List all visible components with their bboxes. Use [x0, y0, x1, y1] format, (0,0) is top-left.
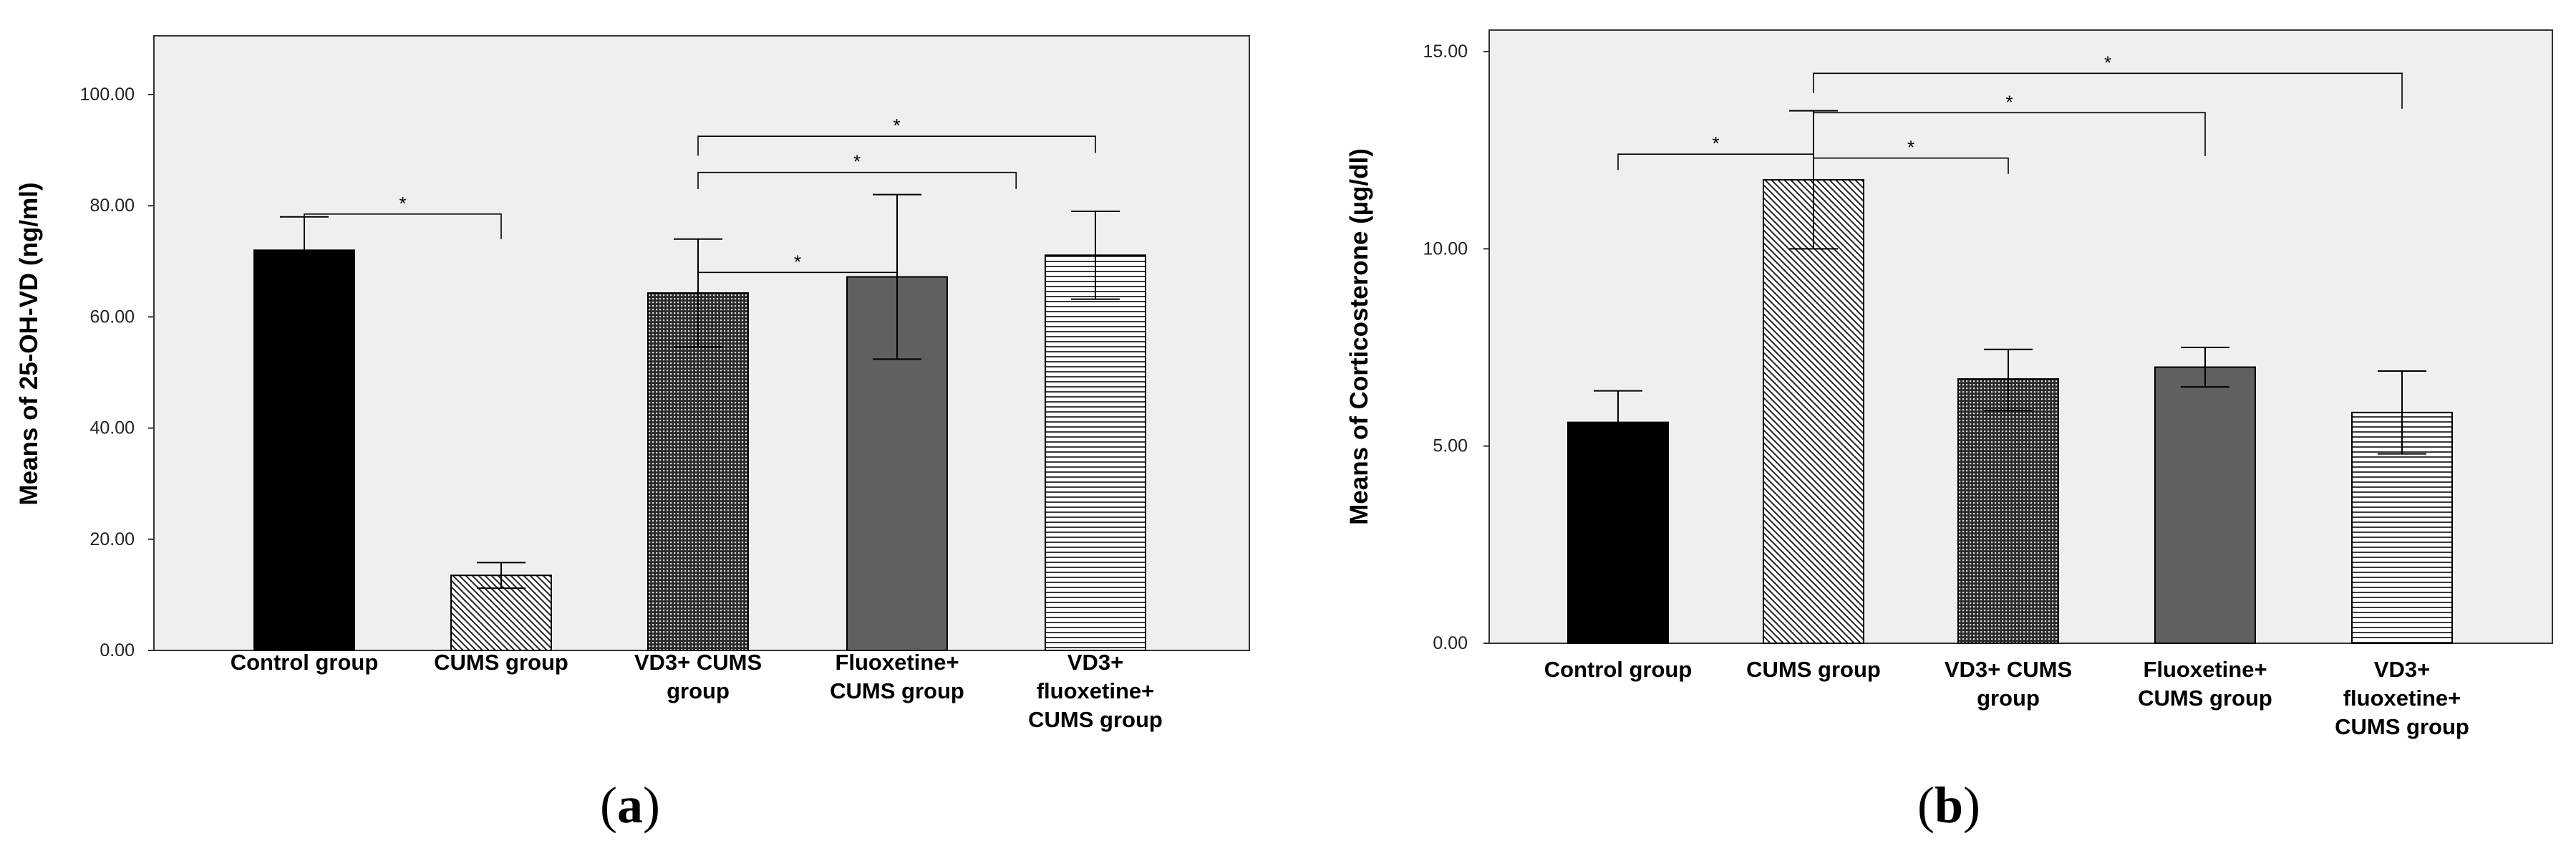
y-ticks-b: 0.00 5.00 10.00 15.00	[1423, 42, 1489, 653]
category-label-line: VD3+	[2374, 657, 2430, 682]
significance-bracket: *	[304, 193, 502, 239]
bar	[1957, 378, 2059, 644]
y-tick-label: 100.00	[80, 85, 135, 105]
significance-star: *	[399, 193, 406, 214]
y-tick-label: 60.00	[89, 307, 135, 327]
category-label-line: fluoxetine+	[1037, 678, 1155, 703]
error-bar	[1594, 390, 1642, 423]
panel-label-b: (b)	[1917, 777, 1980, 834]
y-tick-label: 10.00	[1423, 239, 1468, 259]
category-label: CUMS group	[434, 650, 568, 675]
error-bar	[477, 562, 526, 590]
category-label-line: CUMS group	[2335, 714, 2469, 739]
category-label-line: CUMS group	[434, 650, 568, 675]
error-bar	[1789, 110, 1838, 250]
chart-panel-a: 0.00 20.00 40.00 60.00 80.00 100.00 * * * * Cont…	[15, 35, 1250, 834]
panel-label-a: (a)	[600, 777, 660, 834]
error-bar	[2181, 347, 2229, 388]
category-label: VD3+ CUMS group	[634, 650, 762, 703]
category-label-line: CUMS group	[830, 678, 964, 703]
category-label: VD3+ CUMS group	[1945, 657, 2072, 711]
error-bar	[2378, 370, 2426, 455]
y-ticks-a: 0.00 20.00 40.00 60.00 80.00 100.00	[80, 85, 154, 660]
significance-bracket: *	[697, 115, 1096, 156]
y-axis-title-b: Means of Corticosterone (µg/dl)	[1345, 148, 1373, 525]
significance-bracket: *	[697, 251, 898, 298]
error-bar	[1071, 210, 1120, 300]
error-bar	[1984, 348, 2033, 412]
y-tick-label: 40.00	[89, 418, 135, 438]
y-tick-label: 80.00	[89, 196, 135, 216]
significance-star: *	[794, 251, 801, 272]
significance-brackets-a: * * * *	[304, 115, 1096, 298]
category-label-line: CUMS group	[2138, 686, 2272, 711]
category-label-line: VD3+ CUMS	[634, 650, 762, 675]
category-label-line: fluoxetine+	[2343, 686, 2461, 711]
significance-star: *	[893, 115, 900, 136]
bar	[253, 249, 355, 651]
category-label-line: Control group	[1544, 657, 1693, 682]
significance-bracket: *	[1813, 91, 2206, 156]
bar	[1045, 254, 1146, 652]
y-tick-label: 0.00	[1433, 633, 1468, 653]
significance-bracket: *	[1813, 137, 2009, 174]
significance-star: *	[853, 151, 861, 173]
error-bars-b	[1594, 110, 2426, 455]
category-label-line: CUMS group	[1028, 707, 1163, 732]
category-label-line: VD3+ CUMS	[1945, 657, 2072, 682]
category-label: Fluoxetine+ CUMS group	[830, 650, 964, 703]
y-tick-label: 5.00	[1433, 436, 1468, 456]
significance-bracket: *	[697, 151, 1017, 189]
y-tick-label: 0.00	[100, 640, 135, 660]
panel-close-a: )	[643, 777, 660, 834]
category-label-line: CUMS group	[1746, 657, 1881, 682]
panel-open-b: (	[1917, 777, 1935, 834]
chart-panel-b: 0.00 5.00 10.00 15.00 * * * * Control group CUM…	[1345, 29, 2553, 834]
category-label-line: Control group	[231, 650, 379, 675]
category-label: Control group	[231, 650, 379, 675]
category-label: Fluoxetine+ CUMS group	[2138, 657, 2272, 711]
y-axis-title-a: Means of 25-OH-VD (ng/ml)	[15, 182, 43, 505]
category-label-line: Fluoxetine+	[2143, 657, 2267, 682]
bar	[1567, 421, 1669, 644]
category-label: VD3+ fluoxetine+ CUMS group	[2335, 657, 2469, 739]
category-label-line: Fluoxetine+	[835, 650, 959, 675]
panel-open-a: (	[600, 777, 617, 834]
y-tick-label: 15.00	[1423, 42, 1468, 62]
bar	[1763, 178, 1864, 644]
category-label-line: VD3+	[1067, 650, 1123, 675]
significance-star: *	[2005, 91, 2013, 112]
category-label: CUMS group	[1746, 657, 1881, 682]
category-labels-a: Control group CUMS group VD3+ CUMS group Flu…	[231, 650, 1163, 732]
significance-bracket: *	[1813, 52, 2403, 109]
significance-star: *	[2104, 52, 2111, 73]
bars-b	[1567, 178, 2453, 644]
y-tick-label: 20.00	[89, 529, 135, 549]
category-label-line: group	[1977, 686, 2040, 711]
category-label-line: group	[667, 678, 730, 703]
category-label: VD3+ fluoxetine+ CUMS group	[1028, 650, 1163, 732]
category-labels-b: Control group CUMS group VD3+ CUMS group Flu…	[1544, 657, 2469, 739]
panel-letter-a: a	[617, 777, 643, 834]
panel-letter-b: b	[1935, 777, 1963, 834]
significance-brackets-b: * * * *	[1617, 52, 2403, 174]
panel-close-b: )	[1963, 777, 1980, 834]
category-label: Control group	[1544, 657, 1693, 682]
significance-star: *	[1712, 133, 1719, 154]
bar	[2154, 366, 2256, 644]
significance-star: *	[1907, 137, 1914, 158]
